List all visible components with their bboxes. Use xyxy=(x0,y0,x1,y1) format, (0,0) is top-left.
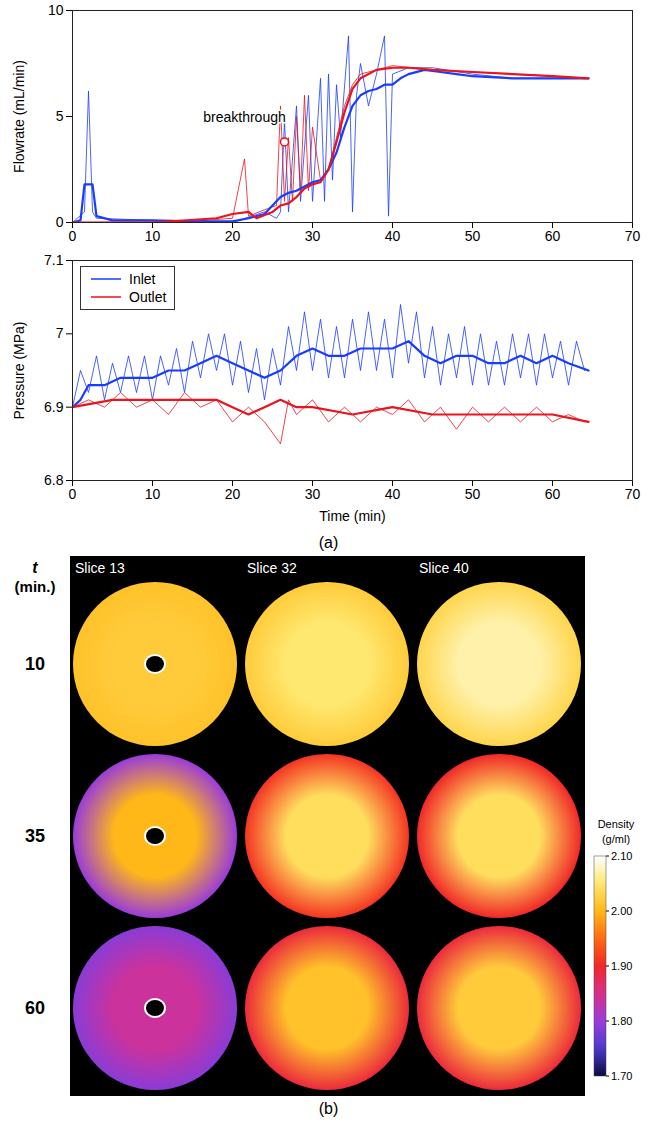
svg-text:1.90: 1.90 xyxy=(611,960,632,972)
html-text:(b): (b) xyxy=(318,1100,339,1117)
svg-text:Density: Density xyxy=(598,818,635,830)
svg-text:40: 40 xyxy=(385,228,401,244)
html-text:Inlet: Inlet xyxy=(129,271,156,287)
svg-text:0: 0 xyxy=(69,486,77,502)
svg-text:breakthrough: breakthrough xyxy=(203,109,286,125)
svg-text:10: 10 xyxy=(25,654,45,674)
svg-text:70: 70 xyxy=(625,486,641,502)
svg-text:35: 35 xyxy=(25,826,45,846)
svg-text:2.00: 2.00 xyxy=(611,905,632,917)
svg-text:30: 30 xyxy=(305,228,321,244)
svg-text:0: 0 xyxy=(69,228,77,244)
svg-text:60: 60 xyxy=(545,228,561,244)
svg-text:Time (min): Time (min) xyxy=(319,508,385,524)
svg-text:40: 40 xyxy=(385,486,401,502)
svg-text:(g/ml): (g/ml) xyxy=(602,833,630,845)
svg-text:10: 10 xyxy=(48,2,64,18)
svg-text:50: 50 xyxy=(465,486,481,502)
svg-text:(min.): (min.) xyxy=(15,578,56,595)
svg-text:60: 60 xyxy=(25,998,45,1018)
svg-text:t: t xyxy=(32,559,38,576)
svg-text:6.8: 6.8 xyxy=(44,472,64,488)
svg-text:Slice 32: Slice 32 xyxy=(247,560,297,576)
svg-text:Slice 13: Slice 13 xyxy=(75,560,125,576)
svg-text:20: 20 xyxy=(225,228,241,244)
svg-text:20: 20 xyxy=(225,486,241,502)
svg-text:Slice 40: Slice 40 xyxy=(419,560,469,576)
svg-text:60: 60 xyxy=(545,486,561,502)
html-text:Outlet: Outlet xyxy=(129,289,167,305)
svg-text:1.70: 1.70 xyxy=(611,1070,632,1082)
svg-text:6.9: 6.9 xyxy=(44,399,64,415)
svg-text:7.1: 7.1 xyxy=(44,252,64,268)
svg-text:70: 70 xyxy=(625,228,641,244)
svg-text:10: 10 xyxy=(145,228,161,244)
svg-text:0: 0 xyxy=(56,214,64,230)
svg-text:5: 5 xyxy=(56,108,64,124)
svg-text:Flowrate (mL/min): Flowrate (mL/min) xyxy=(11,60,27,173)
svg-text:1.80: 1.80 xyxy=(611,1015,632,1027)
svg-text:Pressure (MPa): Pressure (MPa) xyxy=(11,321,27,419)
html-text:(a): (a) xyxy=(318,534,339,551)
svg-text:50: 50 xyxy=(465,228,481,244)
svg-text:7: 7 xyxy=(56,325,64,341)
svg-text:2.10: 2.10 xyxy=(611,850,632,862)
svg-text:10: 10 xyxy=(145,486,161,502)
svg-text:30: 30 xyxy=(305,486,321,502)
